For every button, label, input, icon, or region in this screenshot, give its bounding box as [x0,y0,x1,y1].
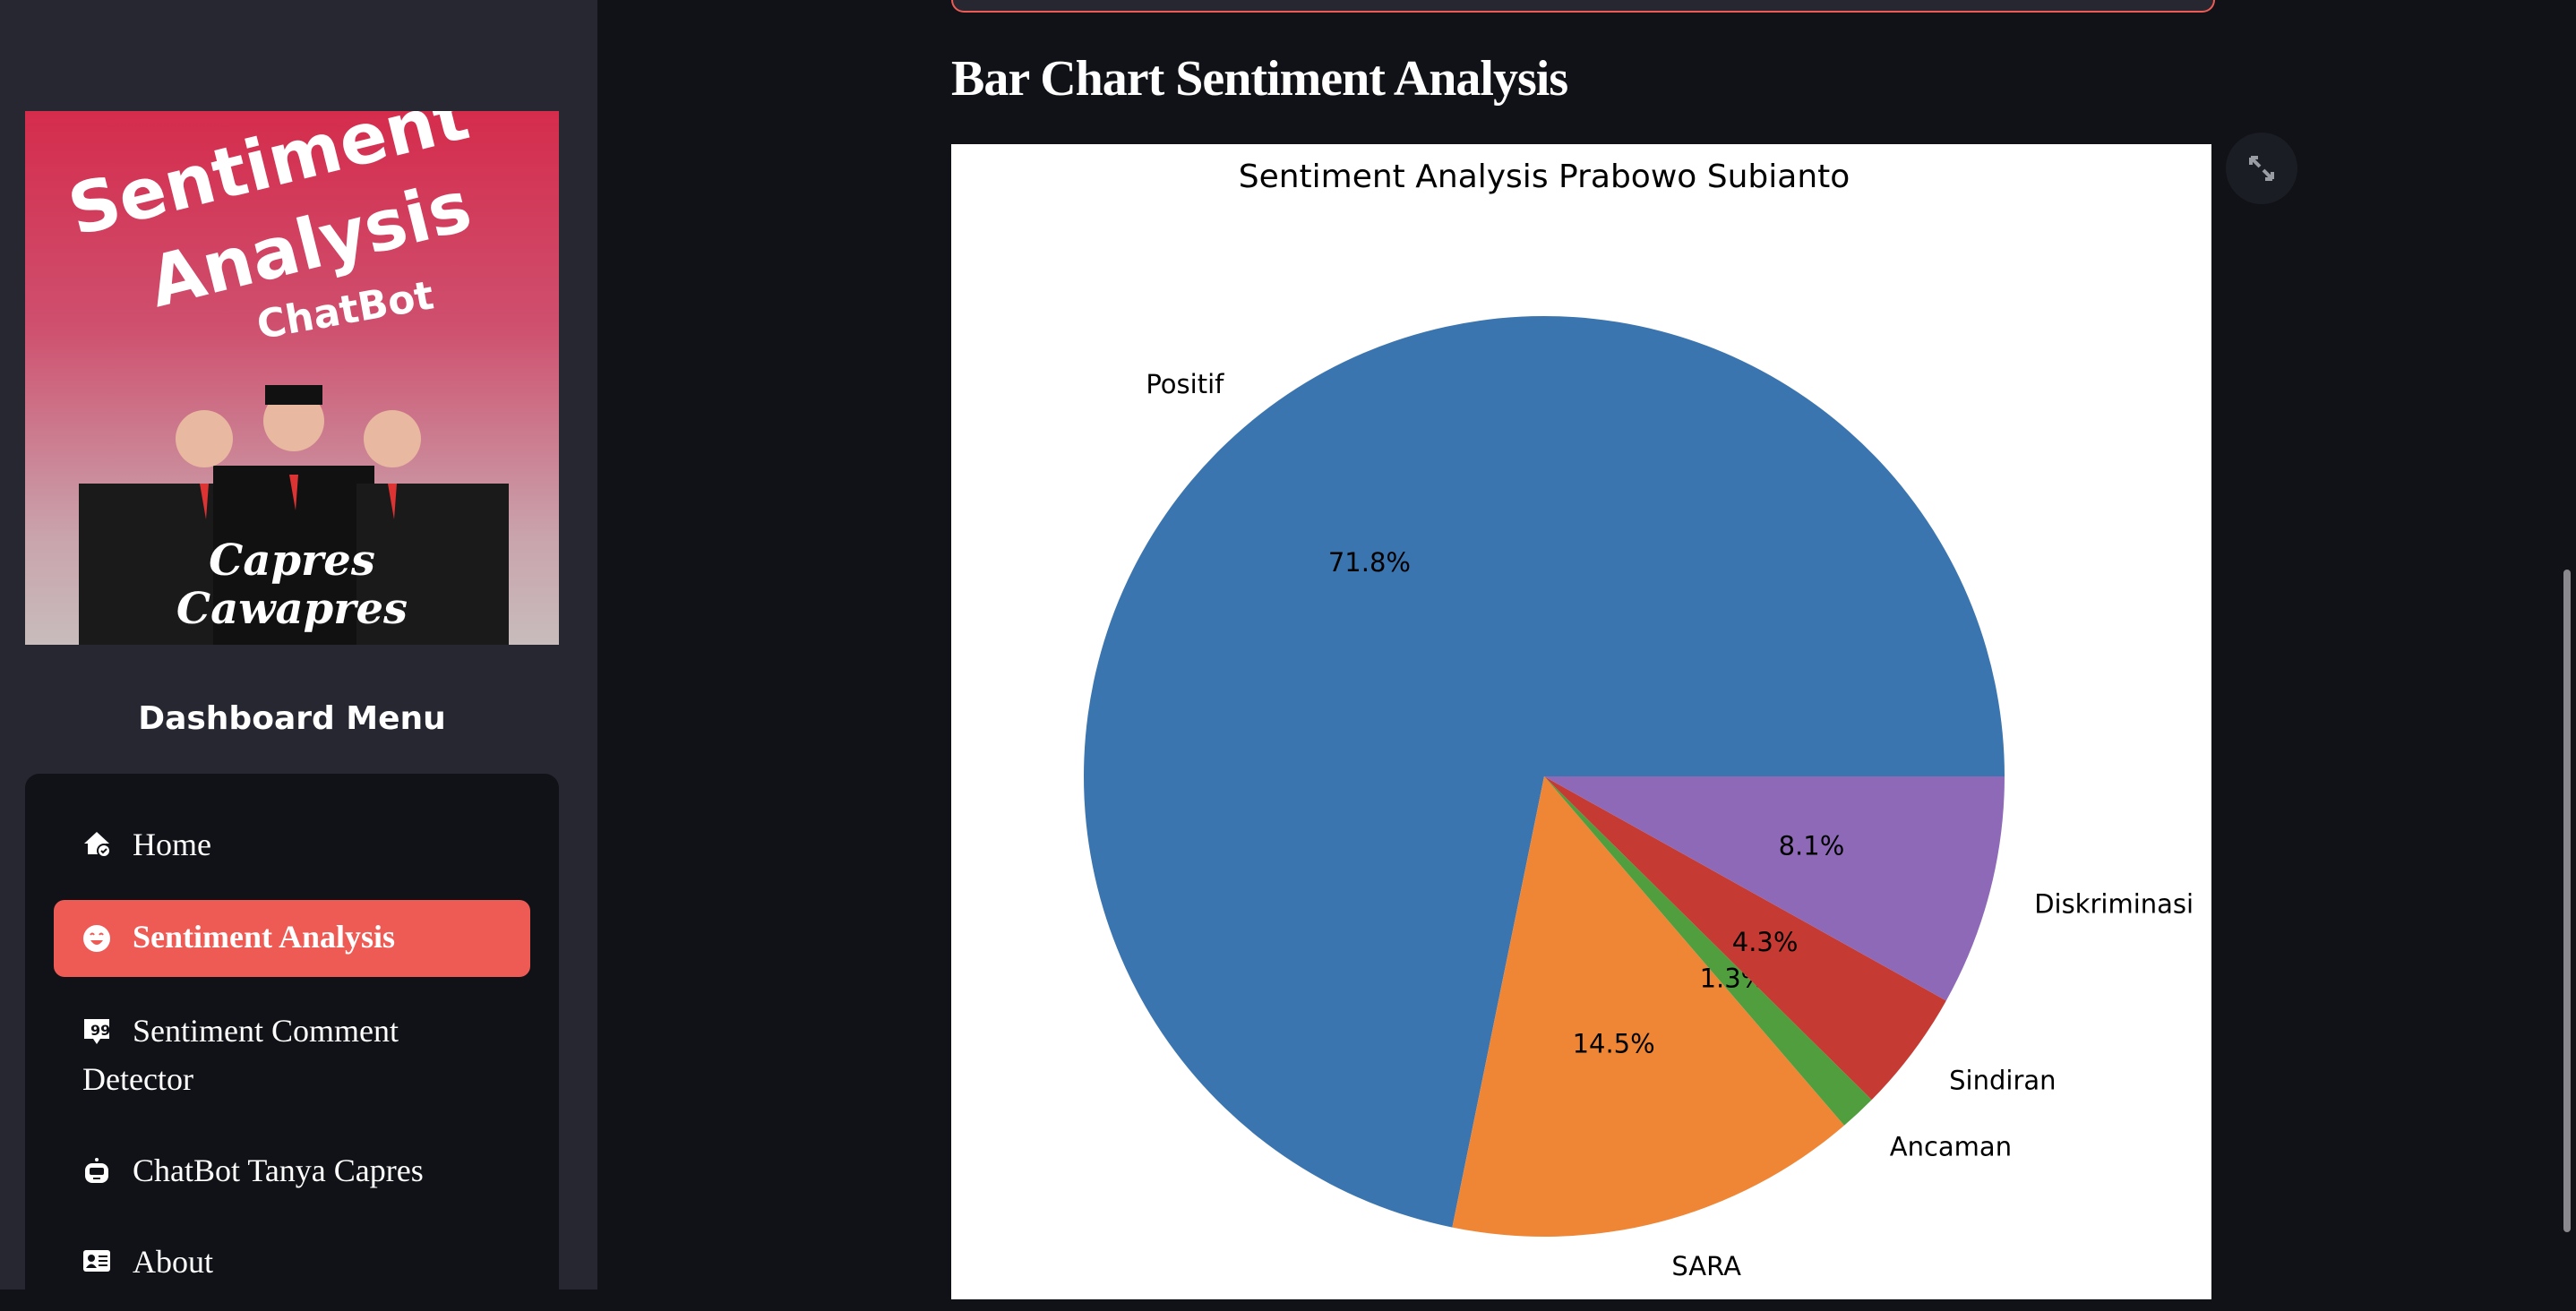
slice-percent-label: 8.1% [1779,831,1845,861]
nav-item-label: About [133,1244,213,1280]
slice-percent-label: 71.8% [1328,547,1411,578]
nav-item-label: ChatBot Tanya Capres [133,1152,424,1188]
pie-slice-sara [1452,776,1845,1237]
slice-label: Diskriminasi [2034,888,2194,919]
chart-panel: Sentiment Analysis Prabowo Subianto Posi… [951,144,2211,1299]
pie-chart: Sentiment Analysis Prabowo Subianto Posi… [1084,159,2194,1281]
nav-item-label-cont: Detector [82,1061,193,1097]
chart-title: Sentiment Analysis Prabowo Subianto [1239,159,1850,195]
app-logo: Sentiment Analysis ChatBot Capres Cawapr… [25,111,559,645]
pie-slice-positif [1084,316,2005,1228]
candidates-illustration [79,385,509,645]
fullscreen-button[interactable] [2226,133,2297,204]
pie-slice-sindiran [1544,776,1946,1101]
nav-item-sentiment-comment-detector[interactable]: 99 Sentiment Comment Detector [54,1008,530,1107]
page-heading: Bar Chart Sentiment Analysis [951,51,1568,107]
nav-item-chatbot[interactable]: ChatBot Tanya Capres [54,1150,530,1195]
scrollbar[interactable] [2563,570,2571,1232]
logo-text-line: Capres [209,536,375,586]
logo-text-line: Cawapres [176,584,408,634]
nav-item-home[interactable]: Home [54,824,530,869]
nav-item-label: Sentiment Comment [133,1013,399,1049]
smile-icon [83,925,110,952]
slice-percent-label: 4.3% [1732,927,1799,957]
nav-item-label: Home [133,827,211,862]
slice-label: SARA [1671,1251,1741,1281]
nav-item-about[interactable]: About [54,1241,530,1286]
nav-menu: Home Sentiment Analysis 99 Sentiment Com… [25,774,559,1311]
previous-section-card [951,0,2215,13]
slice-label: Ancaman [1890,1131,2012,1161]
pie-slice-ancaman [1544,776,1872,1126]
quote-chat-icon: 99 [84,1019,110,1044]
nav-item-sentiment-analysis[interactable]: Sentiment Analysis [54,900,530,977]
svg-text:99: 99 [90,1022,110,1039]
id-card-icon [83,1250,110,1272]
nav-item-label: Sentiment Analysis [133,919,396,955]
slice-percent-label: 14.5% [1573,1028,1655,1058]
house-check-icon [84,832,111,858]
robot-icon [85,1158,108,1183]
logo-text: Capres Cawapres [25,536,559,633]
slice-label: Sindiran [1949,1065,2056,1095]
sidebar: Sentiment Analysis ChatBot Capres Cawapr… [0,0,597,1311]
slice-label: Positif [1146,369,1224,399]
menu-title: Dashboard Menu [138,700,446,737]
expand-icon [2249,156,2274,181]
pie-slice-diskriminasi [1544,776,2005,1001]
